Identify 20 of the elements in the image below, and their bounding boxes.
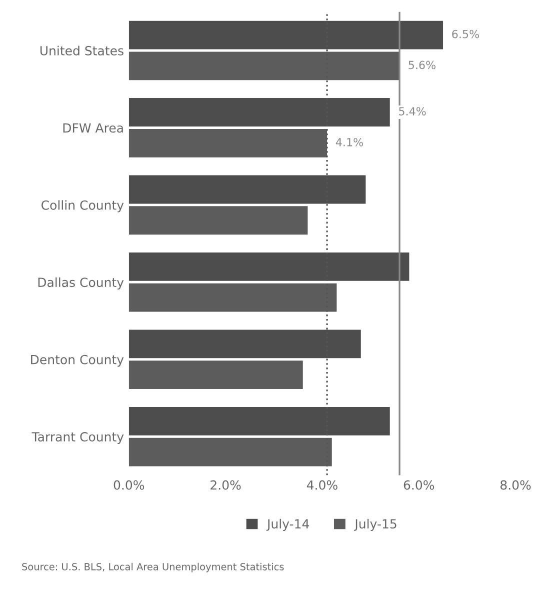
data-label: 5.6%: [408, 60, 436, 70]
y-tick-label: Denton County: [31, 354, 124, 367]
bar: [128, 360, 303, 390]
y-tick-label: Tarrant County: [32, 432, 124, 444]
y-tick-label: Collin County: [42, 200, 124, 212]
y-tick-label: Dallas County: [38, 277, 124, 290]
y-tick-label: United States: [40, 46, 124, 56]
bar: [128, 206, 308, 235]
data-label: 6.5%: [452, 30, 479, 38]
x-tick-label: 8.0%: [500, 480, 531, 490]
source-note: Source: U.S. BLS, Local Area Unemployment Statistics: [22, 562, 284, 572]
legend-label: July-15: [354, 518, 396, 531]
legend-label: July-14: [266, 518, 309, 531]
x-tick-label: 0.0%: [114, 480, 144, 490]
x-tick-label: 2.0%: [210, 480, 241, 490]
x-tick-label: 4.0%: [306, 480, 338, 490]
x-tick-label: 6.0%: [404, 480, 434, 490]
y-tick-label: DFW Area: [63, 123, 123, 133]
data-label: 4.1%: [336, 138, 363, 146]
data-label: 5.4%: [399, 107, 426, 116]
